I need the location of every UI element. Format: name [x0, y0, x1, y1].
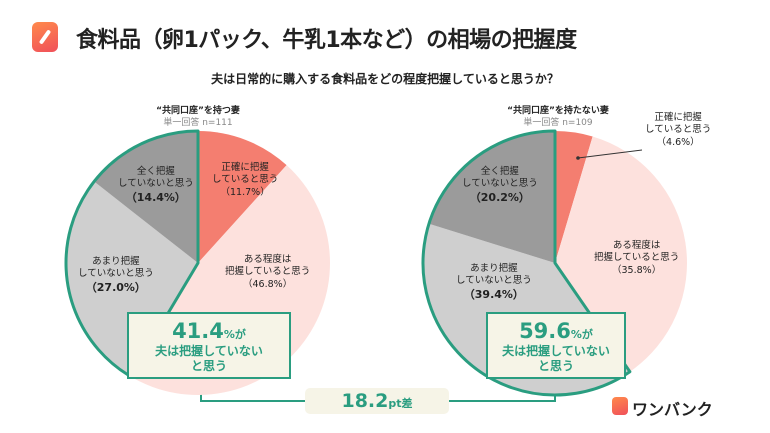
left-label-somewhat: ある程度は 把握していると思う （46.8%）: [225, 254, 311, 290]
left-callout: 41.4%が 夫は把握していない と思う: [127, 312, 291, 379]
pie-left-slice-not-much: [65, 181, 198, 377]
right-group-title: “共同口座”を持たない妻: [507, 106, 609, 116]
left-label-accurate: 正確に把握 していると思う （11.7%）: [212, 162, 279, 198]
left-label-not-much: あまり把握 していないと思う （27.0%）: [78, 256, 154, 294]
right-label-not-much: あまり把握 していないと思う （39.4%）: [456, 263, 532, 301]
right-label-somewhat: ある程度は 把握していると思う （35.8%）: [594, 240, 680, 276]
pie-left-slice-accurate: [198, 131, 287, 263]
logo-icon: [32, 22, 58, 52]
pie-left-slice-not-at-all: [94, 131, 198, 263]
pie-left-not-grasped-outline: [64, 129, 200, 378]
pie-right-not-grasped-outline: [421, 129, 632, 397]
left-group-title: “共同口座”を持つ妻: [156, 106, 240, 116]
right-label-accurate: 正確に把握 していると思う （4.6%）: [645, 112, 712, 148]
page-title: 食料品（卵1パック、牛乳1本など）の相場の把握度: [76, 28, 577, 53]
left-label-not-at-all: 全く把握 していないと思う （14.4%）: [118, 166, 194, 204]
pie-right-slice-somewhat: [555, 136, 687, 372]
leader-line: [577, 149, 643, 159]
right-label-not-at-all: 全く把握 していないと思う （20.2%）: [462, 166, 538, 204]
left-group-subtitle: 単一回答 n=111: [163, 118, 233, 128]
pie-right-slice-not-at-all: [428, 131, 555, 263]
brand-logo-icon: [612, 397, 628, 415]
right-group-subtitle: 単一回答 n=109: [523, 118, 593, 128]
pie-right-slice-accurate: [555, 131, 593, 263]
brand-name: ワンバンク: [632, 400, 713, 419]
difference-badge: 18.2pt差: [305, 388, 449, 414]
question: 夫は日常的に購入する食料品をどの程度把握していると思うか？: [211, 72, 559, 86]
leader-dot: [576, 156, 580, 160]
right-callout: 59.6%が 夫は把握していない と思う: [486, 312, 626, 379]
